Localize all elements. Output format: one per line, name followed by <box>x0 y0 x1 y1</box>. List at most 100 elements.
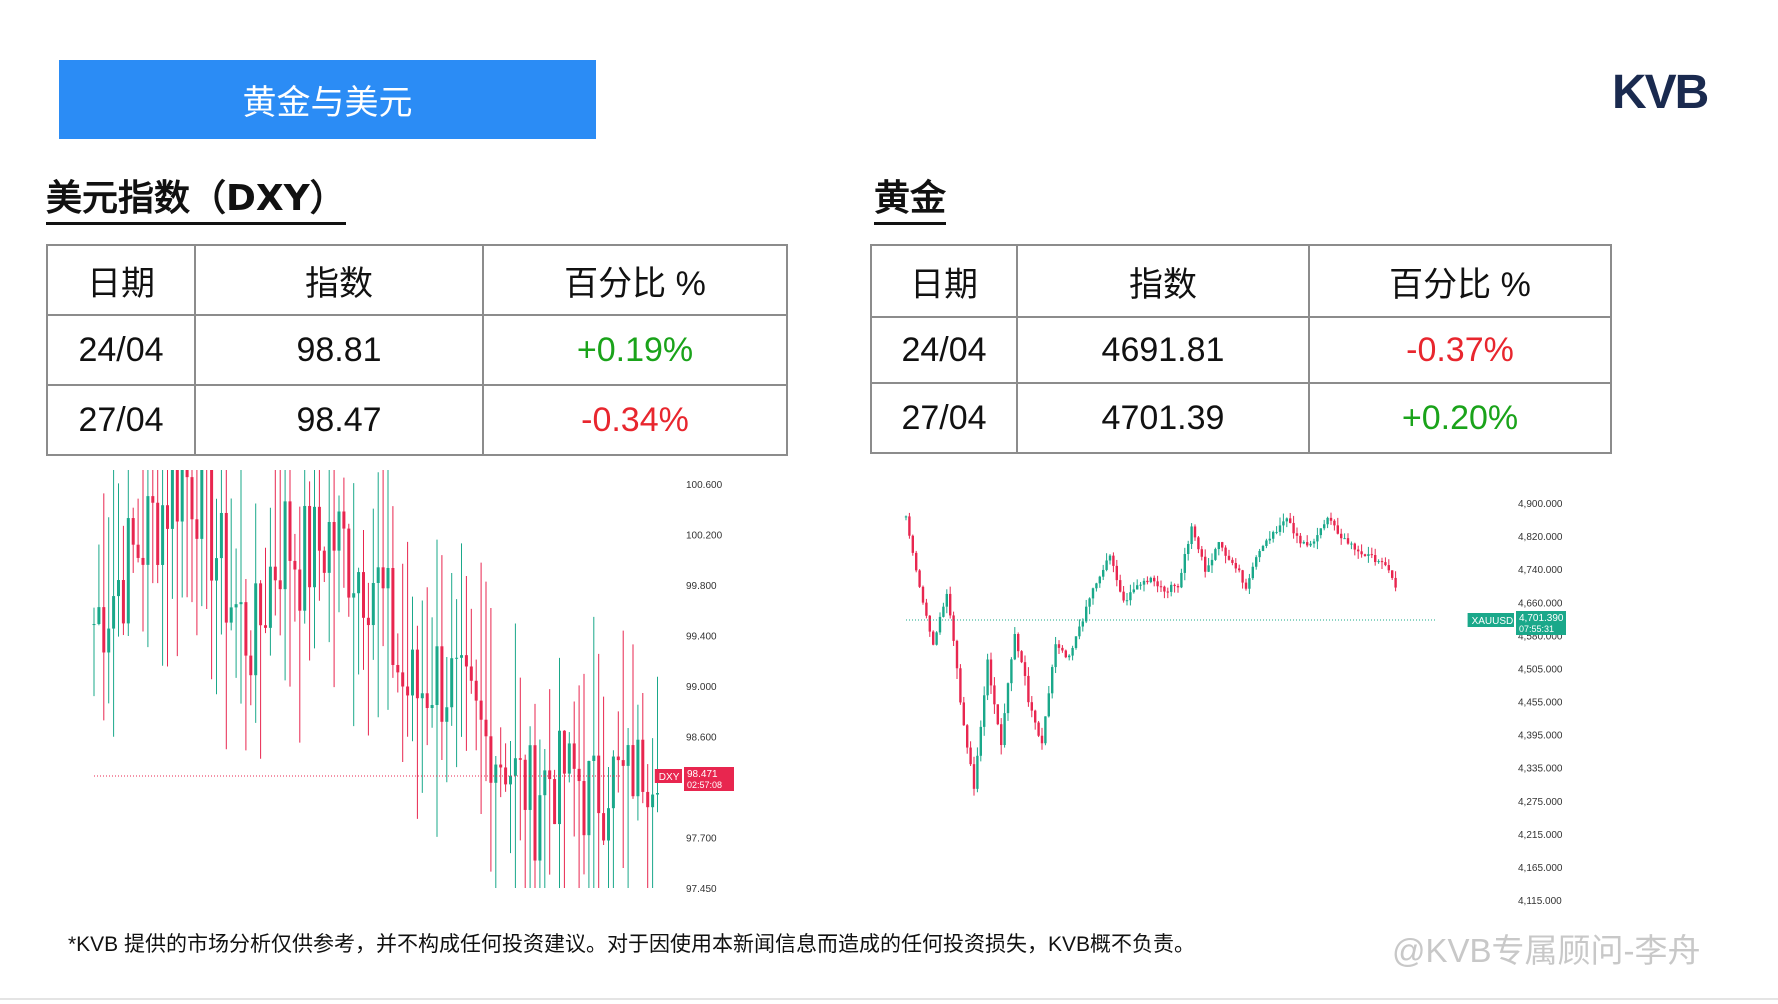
candle-body <box>112 596 116 629</box>
candle-body <box>1139 584 1142 586</box>
candle-body <box>1023 662 1027 676</box>
candle-body <box>928 615 931 632</box>
bottom-divider <box>0 998 1778 1000</box>
candle-body <box>244 602 248 656</box>
candle-body <box>932 631 935 645</box>
price-tag <box>684 767 734 791</box>
candle-body <box>411 649 414 696</box>
gold-table: 日期 指数 百分比 % 24/04 4691.81 -0.37% 27/04 4… <box>870 244 1612 454</box>
candle-body <box>406 686 410 696</box>
candle-body <box>1302 542 1305 544</box>
candle-body <box>1248 578 1251 589</box>
header-date: 日期 <box>46 244 196 316</box>
candle-body <box>1312 541 1316 544</box>
candle-body <box>1285 518 1288 522</box>
candle-body <box>955 640 959 669</box>
candle-body <box>1340 533 1343 539</box>
candle-body <box>1013 634 1016 660</box>
candle-body <box>1085 606 1088 622</box>
candle-body <box>141 557 145 565</box>
candle-body <box>1360 551 1363 555</box>
row-value: 98.47 <box>194 384 484 456</box>
candle-body <box>494 764 498 783</box>
candle-body <box>562 730 566 774</box>
candle-body <box>1149 577 1152 583</box>
candle-body <box>641 739 645 792</box>
header-percent: 百分比 % <box>1308 244 1612 318</box>
candle-body <box>1017 634 1020 652</box>
candle-body <box>1003 713 1006 746</box>
candle-body <box>180 470 184 522</box>
candle-body <box>572 743 576 769</box>
disclaimer-text: *KVB 提供的市场分析仅供参考，并不构成任何投资建议。对于因使用本新闻信息而造… <box>68 933 1196 956</box>
candle-body <box>1129 592 1132 601</box>
y-tick-label: 4,820.000 <box>1518 532 1563 543</box>
candle-body <box>381 567 385 589</box>
candle-body <box>1136 585 1139 590</box>
candle-body <box>1377 561 1380 563</box>
candle-body <box>342 511 346 529</box>
candle-body <box>1112 555 1115 566</box>
candle-body <box>911 535 914 553</box>
candle-body <box>1020 651 1023 663</box>
candle-body <box>1241 570 1244 583</box>
candle-body <box>976 755 979 789</box>
candle-body <box>1231 559 1234 563</box>
candle-body <box>420 693 424 699</box>
candle-body <box>92 624 96 626</box>
candle-body <box>175 470 179 522</box>
candle-body <box>1367 554 1370 556</box>
candle-body <box>587 760 591 836</box>
candle-body <box>1384 562 1387 566</box>
row-percent: -0.37% <box>1308 316 1612 384</box>
candle-body <box>1258 550 1261 558</box>
candle-body <box>1078 626 1081 637</box>
candle-body <box>915 552 918 571</box>
candle-body <box>993 685 996 705</box>
candle-body <box>626 745 630 766</box>
candle-body <box>298 569 302 611</box>
candle-body <box>1326 517 1329 525</box>
row-value: 4691.81 <box>1016 316 1310 384</box>
candle-body <box>1370 554 1373 556</box>
candle-body <box>942 606 945 617</box>
candle-body <box>1289 518 1292 523</box>
candle-body <box>1163 586 1166 592</box>
candle-body <box>1336 525 1339 534</box>
candle-body <box>357 572 361 594</box>
candle-body <box>161 505 165 565</box>
y-tick-label: 4,455.000 <box>1518 698 1563 709</box>
candle-body <box>1183 553 1186 573</box>
candle-body <box>935 632 938 645</box>
candle-body <box>582 781 586 836</box>
candle-body <box>509 775 512 785</box>
candle-body <box>1200 549 1203 557</box>
candle-body <box>464 655 468 667</box>
candle-body <box>1227 555 1231 560</box>
symbol-tag-label: XAUUSD <box>1472 616 1514 627</box>
candle-body <box>268 566 272 628</box>
row-percent: +0.20% <box>1308 382 1612 454</box>
candle-body <box>631 745 635 797</box>
candle-body <box>210 470 214 581</box>
countdown-label: 02:57:08 <box>687 780 722 790</box>
candle-body <box>254 583 258 676</box>
candle-body <box>621 760 625 766</box>
candle-body <box>376 567 380 583</box>
candle-body <box>1217 542 1220 550</box>
candle-body <box>533 745 537 861</box>
candle-body <box>1102 569 1105 577</box>
candle-body <box>528 745 532 810</box>
price-tag <box>1516 611 1566 635</box>
table-row: 27/04 4701.39 +0.20% <box>870 382 1612 454</box>
countdown-label: 07:55:31 <box>1519 624 1554 634</box>
candle-body <box>959 668 962 703</box>
candle-body <box>518 758 522 760</box>
candle-body <box>489 736 493 783</box>
candle-body <box>195 519 199 539</box>
candle-body <box>607 808 610 841</box>
candle-body <box>151 496 155 503</box>
candle-body <box>989 659 993 686</box>
candle-body <box>1057 644 1061 648</box>
candle-body <box>1108 555 1112 561</box>
